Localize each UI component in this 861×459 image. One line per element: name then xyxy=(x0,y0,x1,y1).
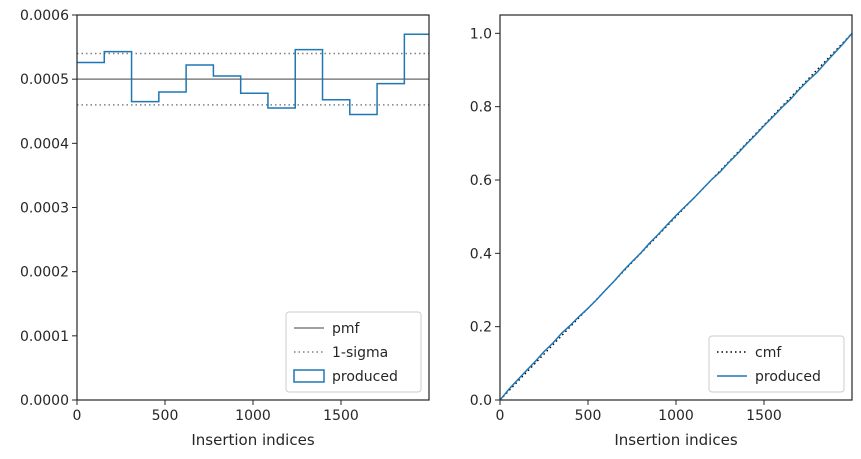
legend-label: produced xyxy=(332,369,398,385)
x-axis-label: Insertion indices xyxy=(614,431,737,449)
legend-label: cmf xyxy=(755,345,782,361)
legend-box xyxy=(285,311,422,393)
y-tick-label: 0.0004 xyxy=(20,136,69,152)
x-tick-label: 1000 xyxy=(235,408,271,424)
x-tick-label: 500 xyxy=(575,408,602,424)
x-tick-label: 1000 xyxy=(658,408,694,424)
x-tick-label: 1500 xyxy=(323,408,359,424)
series-cmf-line xyxy=(500,32,852,400)
legend: cmf produced xyxy=(708,335,845,393)
series-produced-step xyxy=(77,33,429,116)
x-axis-label: Insertion indices xyxy=(191,431,314,449)
legend-box xyxy=(708,335,845,393)
legend-handle-produced xyxy=(293,369,325,383)
y-tick-label: 1.0 xyxy=(470,26,492,42)
x-tick-label: 0 xyxy=(73,408,82,424)
y-tick-label: 0.0000 xyxy=(20,393,69,409)
y-tick-label: 0.0006 xyxy=(20,8,69,24)
y-tick-label: 0.0 xyxy=(470,393,492,409)
x-tick-label: 500 xyxy=(152,408,179,424)
plot-area xyxy=(500,32,852,400)
y-tick-label: 0.8 xyxy=(470,100,492,116)
y-tick-label: 0.2 xyxy=(470,320,492,336)
y-tick-label: 0.0002 xyxy=(20,265,69,281)
y-tick-label: 0.0005 xyxy=(20,72,69,88)
legend-label: 1-sigma xyxy=(332,345,388,361)
y-tick-label: 0.4 xyxy=(470,246,492,262)
left-chart-pmf: 0 500 1000 1500 0.0000 0.0001 0.0002 0.0003 0.00… xyxy=(20,8,430,449)
right-chart-cmf: 0 500 1000 1500 0.0 0.2 0.4 0.6 0.8 1.0 Insertion … xyxy=(470,14,853,449)
series-produced-line xyxy=(500,32,852,400)
y-tick-label: 0.0001 xyxy=(20,329,69,345)
x-tick-label: 0 xyxy=(496,408,505,424)
legend-label: produced xyxy=(755,369,821,385)
x-tick-label: 1500 xyxy=(746,408,782,424)
plot-area xyxy=(77,33,429,116)
y-tick-label: 0.6 xyxy=(470,173,492,189)
legend-label: pmf xyxy=(332,321,361,337)
y-tick-label: 0.0003 xyxy=(20,201,69,217)
legend: pmf 1-sigma produced xyxy=(285,311,422,393)
